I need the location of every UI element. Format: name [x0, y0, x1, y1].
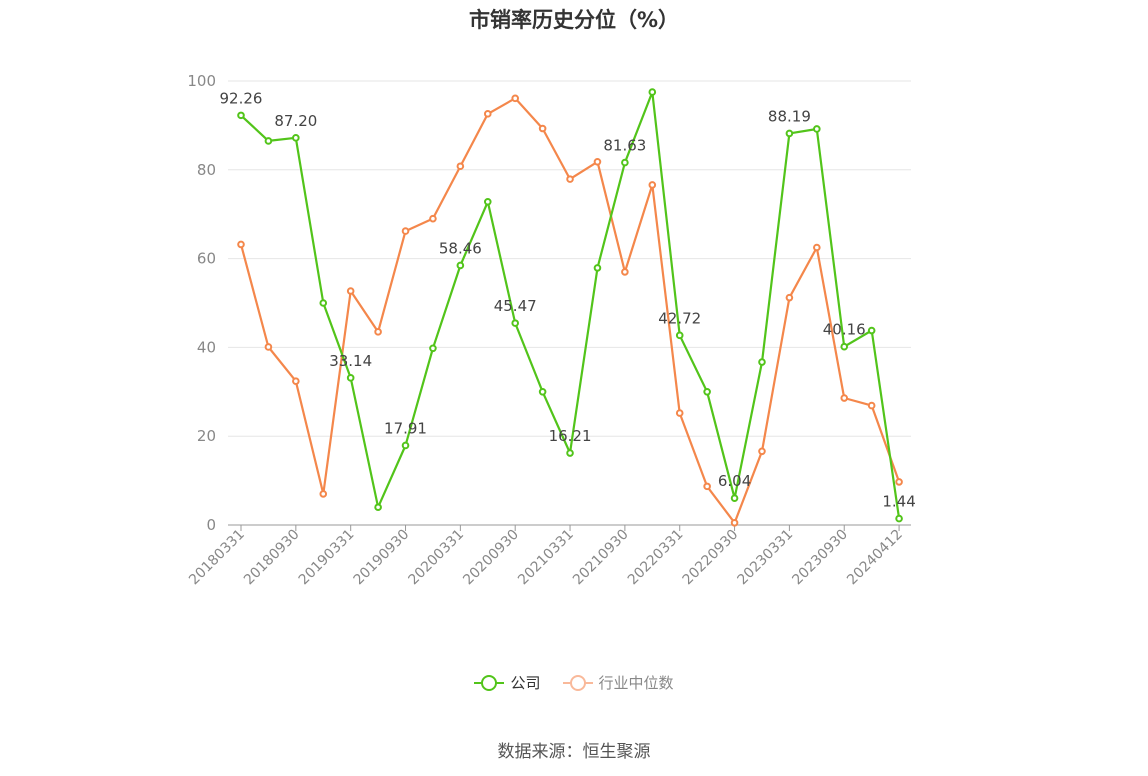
y-tick-label: 100 — [187, 72, 216, 90]
data-point-industry-median — [758, 447, 766, 456]
x-tick-label: 20230331 — [735, 527, 797, 589]
legend: 公司 行业中位数 — [0, 672, 1148, 693]
y-tick-label: 20 — [197, 427, 216, 445]
data-point-company — [758, 358, 766, 366]
x-tick-label: 20220930 — [680, 527, 742, 589]
data-point-company — [538, 388, 547, 396]
x-tick-label: 20190331 — [296, 527, 358, 589]
data-labels: 92.26 87.20 33.14 17.91 58.46 45.47 16.21 81.63… — [220, 89, 916, 510]
legend-marker-company-icon — [474, 674, 505, 691]
data-label: 88.19 — [768, 107, 811, 125]
data-point-company — [429, 344, 437, 353]
data-point-company — [867, 326, 876, 335]
data-point-company — [292, 134, 300, 142]
series-lines — [237, 88, 903, 527]
legend-item-industry-median[interactable]: 行业中位数 — [562, 672, 674, 693]
data-point-industry-median — [813, 243, 821, 252]
data-point-industry-median — [675, 409, 684, 417]
legend-label-industry-median: 行业中位数 — [598, 674, 674, 692]
data-point-industry-median — [483, 110, 492, 118]
data-point-industry-median — [374, 328, 382, 336]
data-label: 42.72 — [658, 309, 701, 327]
data-point-industry-median — [264, 343, 273, 351]
data-point-industry-median — [703, 482, 711, 491]
x-tick-label: 20200331 — [405, 527, 467, 589]
data-point-company — [703, 388, 711, 396]
grid-lines — [228, 80, 911, 437]
data-point-industry-median — [511, 94, 520, 103]
data-label: 16.21 — [549, 427, 592, 445]
legend-marker-industry-icon — [562, 674, 593, 691]
data-label: 92.26 — [220, 89, 263, 107]
x-tick-label: 20230930 — [789, 527, 851, 589]
x-tick-label: 20210331 — [515, 527, 577, 589]
data-source: 数据来源：恒生聚源 — [497, 742, 651, 762]
data-point-industry-median — [346, 287, 355, 295]
data-point-company — [566, 449, 574, 457]
data-point-industry-median — [648, 181, 657, 189]
y-tick-label: 0 — [206, 516, 216, 534]
x-tick-label: 20220331 — [625, 527, 687, 589]
y-tick-label: 80 — [197, 161, 216, 179]
data-label: 81.63 — [603, 137, 646, 155]
data-point-company — [785, 129, 794, 138]
data-point-company — [237, 111, 245, 120]
data-point-company — [648, 88, 657, 96]
data-label: 33.14 — [329, 352, 372, 370]
x-tick-label: 20190930 — [351, 527, 413, 589]
legend-item-company[interactable]: 公司 — [474, 672, 541, 693]
data-point-company — [593, 264, 602, 272]
data-point-company — [621, 158, 629, 167]
data-label: 87.20 — [274, 112, 317, 130]
chart-title: 市销率历史分位（%） — [468, 8, 680, 32]
data-point-company — [840, 342, 849, 351]
data-point-industry-median — [621, 268, 629, 276]
data-label: 58.46 — [439, 239, 482, 257]
x-tick-label: 20210930 — [570, 527, 632, 589]
data-point-company — [264, 137, 273, 145]
data-point-industry-median — [895, 478, 903, 486]
data-point-company — [401, 441, 410, 450]
data-label: 6.04 — [718, 472, 751, 490]
data-point-industry-median — [456, 162, 465, 171]
data-point-industry-median — [593, 158, 602, 166]
data-point-industry-median — [840, 394, 849, 402]
data-point-industry-median — [237, 240, 245, 249]
data-point-industry-median — [867, 401, 876, 410]
data-point-company — [730, 494, 739, 502]
data-point-company — [456, 261, 465, 270]
data-point-company — [813, 125, 821, 133]
data-point-industry-median — [429, 214, 437, 223]
data-point-company — [895, 514, 903, 523]
x-tick-label: 20240412 — [844, 527, 906, 589]
data-point-industry-median — [401, 227, 410, 235]
x-tick-label: 20200930 — [460, 527, 522, 589]
legend-label-company: 公司 — [510, 674, 541, 692]
data-point-industry-median — [292, 377, 300, 385]
data-point-company — [675, 331, 684, 340]
data-point-company — [511, 319, 520, 327]
y-tick-label: 60 — [197, 250, 216, 268]
data-point-industry-median — [785, 293, 794, 302]
y-tick-label: 40 — [197, 338, 216, 356]
x-tick-label: 20180930 — [241, 527, 303, 589]
axes: 0 20 40 60 80 100 2018033120180930201903312019… — [186, 72, 911, 588]
data-label: 1.44 — [882, 493, 915, 511]
data-point-company — [374, 503, 382, 512]
data-point-company — [483, 197, 492, 206]
line-chart: 0 20 40 60 80 100 2018033120180930201903312019… — [186, 72, 916, 588]
series-line-industry-median — [239, 97, 901, 524]
data-point-industry-median — [538, 124, 547, 133]
data-point-industry-median — [566, 175, 574, 183]
data-label: 45.47 — [494, 297, 537, 315]
x-tick-label: 20180331 — [186, 527, 248, 589]
data-point-company — [346, 374, 355, 382]
data-point-industry-median — [730, 518, 739, 527]
data-label: 17.91 — [384, 419, 427, 437]
data-point-company — [319, 299, 328, 307]
data-point-industry-median — [319, 490, 328, 498]
data-label: 40.16 — [823, 321, 866, 339]
